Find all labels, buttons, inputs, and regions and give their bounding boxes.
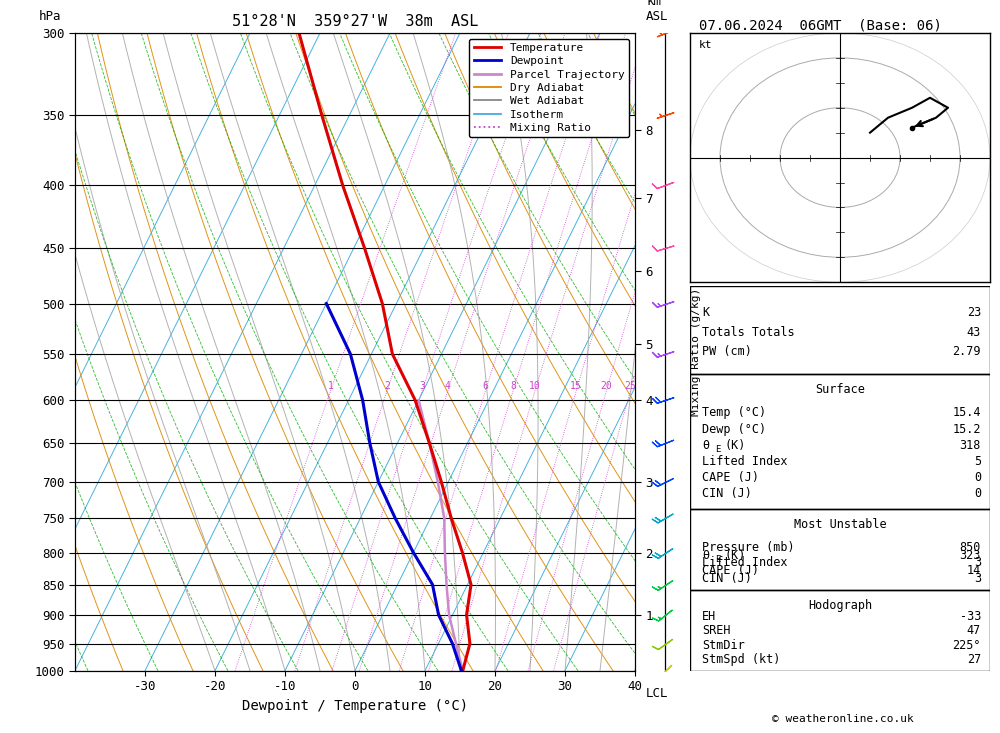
Text: EH: EH [702,611,716,623]
Text: 27: 27 [967,652,981,666]
Text: PW (cm): PW (cm) [702,345,752,358]
Text: Pressure (mb): Pressure (mb) [702,541,795,554]
Text: km
ASL: km ASL [646,0,669,23]
Text: 5: 5 [974,455,981,468]
Text: Mixing Ratio (g/kg): Mixing Ratio (g/kg) [691,288,701,416]
Text: 3: 3 [974,556,981,570]
Text: 3: 3 [419,381,425,391]
Bar [690,509,990,590]
Text: 323: 323 [960,549,981,561]
Text: LCL: LCL [646,687,669,699]
Text: CIN (J): CIN (J) [702,487,752,500]
Text: 1: 1 [327,381,333,391]
Title: 51°28'N  359°27'W  38m  ASL: 51°28'N 359°27'W 38m ASL [232,14,478,29]
Text: 20: 20 [600,381,612,391]
Text: Dewp (°C): Dewp (°C) [702,422,766,435]
Text: StmDir: StmDir [702,638,745,652]
Text: 3: 3 [974,572,981,585]
Text: Most Unstable: Most Unstable [794,518,886,531]
Text: (K): (K) [725,438,746,452]
Legend: Temperature, Dewpoint, Parcel Trajectory, Dry Adiabat, Wet Adiabat, Isotherm, Mi: Temperature, Dewpoint, Parcel Trajectory… [469,39,629,137]
Text: 0: 0 [974,471,981,484]
Text: kt: kt [699,40,713,51]
Text: Lifted Index: Lifted Index [702,556,788,570]
Text: 07.06.2024  06GMT  (Base: 06): 07.06.2024 06GMT (Base: 06) [699,18,941,32]
Bar [690,286,990,375]
Text: (K): (K) [725,549,746,561]
Text: 15: 15 [570,381,582,391]
Text: Totals Totals: Totals Totals [702,325,795,339]
Text: 47: 47 [967,625,981,638]
Text: 2.79: 2.79 [952,345,981,358]
Text: 14: 14 [967,564,981,577]
Text: StmSpd (kt): StmSpd (kt) [702,652,780,666]
Text: 8: 8 [510,381,516,391]
Text: CAPE (J): CAPE (J) [702,564,759,577]
Bar [690,590,990,671]
Text: 15.2: 15.2 [952,422,981,435]
Text: 10: 10 [529,381,541,391]
Text: 15.4: 15.4 [952,406,981,419]
Text: E: E [716,556,721,564]
Text: 23: 23 [967,306,981,320]
Text: 25: 25 [624,381,636,391]
Bar [690,375,990,509]
Text: Temp (°C): Temp (°C) [702,406,766,419]
X-axis label: Dewpoint / Temperature (°C): Dewpoint / Temperature (°C) [242,699,468,713]
Text: 6: 6 [482,381,488,391]
Text: θ: θ [702,438,709,452]
Text: CAPE (J): CAPE (J) [702,471,759,484]
Text: 850: 850 [960,541,981,554]
Text: © weatheronline.co.uk: © weatheronline.co.uk [772,714,913,724]
Text: CIN (J): CIN (J) [702,572,752,585]
Text: 4: 4 [445,381,451,391]
Text: 225°: 225° [952,638,981,652]
Text: 2: 2 [384,381,390,391]
Text: Lifted Index: Lifted Index [702,455,788,468]
Text: E: E [716,446,721,454]
Text: hPa: hPa [39,10,61,23]
Text: Hodograph: Hodograph [808,599,872,612]
Text: K: K [702,306,709,320]
Text: Surface: Surface [815,383,865,397]
Text: 0: 0 [974,487,981,500]
Text: 43: 43 [967,325,981,339]
Text: 318: 318 [960,438,981,452]
Text: SREH: SREH [702,625,731,638]
Text: -33: -33 [960,611,981,623]
Text: θ: θ [702,549,709,561]
